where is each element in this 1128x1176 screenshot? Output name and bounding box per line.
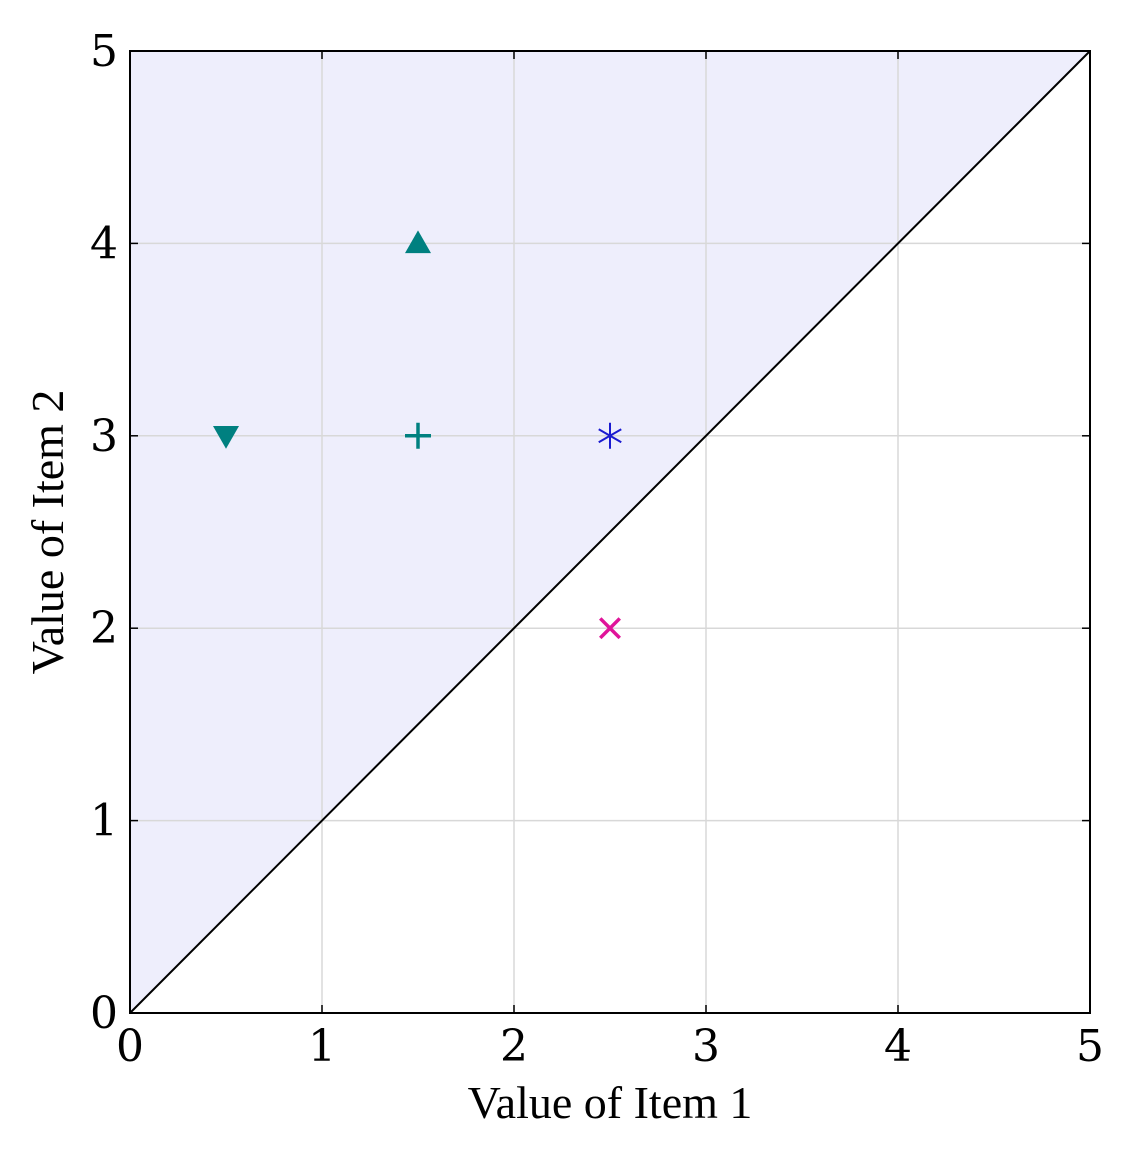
- x-axis-title: Value of Item 1: [468, 1077, 753, 1128]
- axis-ticks: 0 1 2 3 4 5 0 1 2 3 4 5: [90, 26, 1104, 1072]
- y-tick-label: 4: [90, 218, 118, 269]
- y-tick-label: 5: [90, 26, 118, 77]
- x-tick-label: 4: [884, 1021, 912, 1072]
- data-point-triangle-down: [213, 426, 239, 449]
- plot-frame: [129, 50, 1091, 1014]
- data-point-cross: [599, 617, 621, 640]
- x-tick-label: 1: [308, 1021, 336, 1072]
- data-point-triangle-up: [405, 230, 431, 254]
- y-tick-label: 2: [90, 603, 118, 654]
- diagonal-reference-line: [129, 50, 1091, 1014]
- data-point-asterisk: [598, 422, 622, 449]
- x-tick-label: 5: [1076, 1021, 1104, 1072]
- y-axis-title: Value of Item 2: [22, 390, 73, 675]
- x-tick-label: 3: [692, 1021, 720, 1072]
- y-tick-label: 3: [90, 411, 118, 462]
- x-tick-label: 2: [500, 1021, 528, 1072]
- x-tick-label: 0: [116, 1021, 144, 1072]
- data-point-plus: [405, 422, 431, 449]
- data-points: [213, 230, 622, 640]
- y-tick-label: 1: [90, 796, 118, 847]
- y-tick-label: 0: [90, 988, 118, 1039]
- grid-lines: [130, 51, 1090, 1013]
